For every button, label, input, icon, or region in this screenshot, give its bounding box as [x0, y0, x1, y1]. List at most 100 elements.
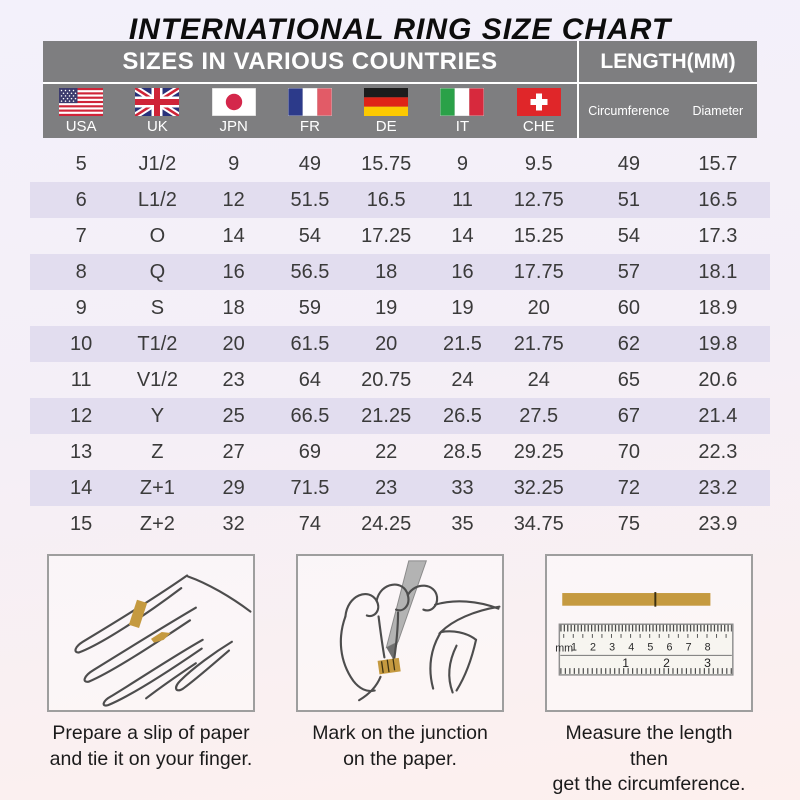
cell-uk: T1/2 — [137, 332, 178, 355]
column-label-de: DE — [375, 118, 397, 135]
column-header-fr: FR — [272, 88, 348, 134]
cell-diameter: 22.3 — [698, 440, 738, 463]
cell-fr: 69 — [298, 440, 322, 463]
table-body: 5 J1/2 9 49 15.75 9 9.5 49 15.7 6 L1/2 12 51.5 16.5 11… — [30, 146, 770, 542]
cell-it: 14 — [451, 224, 474, 247]
cell-diameter: 18.9 — [698, 296, 738, 319]
cell-fr: 64 — [298, 368, 322, 391]
cell-che: 29.25 — [513, 440, 564, 463]
instruction-caption-2: Mark on the junction on the paper. — [296, 721, 504, 772]
cell-de: 19 — [375, 296, 398, 319]
column-label-usa: USA — [65, 118, 97, 135]
cell-jpn: 12 — [222, 188, 245, 211]
cell-uk: Y — [150, 404, 165, 427]
table-row: 10 T1/2 20 61.5 20 21.5 21.75 62 19.8 — [30, 326, 770, 362]
cell-diameter: 19.8 — [698, 332, 738, 355]
cell-it: 19 — [451, 296, 474, 319]
cell-usa: 8 — [75, 260, 87, 283]
switzerland-flag-icon — [516, 88, 561, 116]
table-row: 11 V1/2 23 64 20.75 24 24 65 20.6 — [30, 362, 770, 398]
ruler-cm-number: 3 — [609, 642, 615, 654]
italy-flag-icon — [440, 88, 485, 116]
cell-fr: 49 — [298, 152, 322, 175]
cell-jpn: 16 — [222, 260, 245, 283]
cell-diameter: 18.1 — [698, 260, 738, 283]
cell-it: 21.5 — [442, 332, 482, 355]
column-label-uk: UK — [146, 118, 168, 135]
cell-diameter: 23.2 — [698, 476, 738, 499]
ring-size-table: SIZES IN VARIOUS COUNTRIES LENGTH(MM) — [30, 41, 770, 542]
germany-flag-icon — [364, 88, 409, 116]
cell-fr: 71.5 — [290, 476, 330, 499]
cell-diameter: 20.6 — [698, 368, 738, 391]
cell-uk: Q — [149, 260, 166, 283]
cell-che: 9.5 — [524, 152, 553, 175]
cell-jpn: 32 — [222, 512, 245, 535]
cell-uk: Z+1 — [139, 476, 175, 499]
cell-che: 32.25 — [513, 476, 564, 499]
cell-de: 18 — [375, 260, 398, 283]
countries-group-header: SIZES IN VARIOUS COUNTRIES — [43, 41, 577, 84]
cell-circumference: 57 — [617, 260, 640, 283]
hand-with-paper-strip-illustration — [47, 554, 255, 712]
table-row: 8 Q 16 56.5 18 16 17.75 57 18.1 — [30, 254, 770, 290]
cell-fr: 74 — [298, 512, 322, 535]
cell-jpn: 25 — [222, 404, 245, 427]
japan-flag-icon — [211, 88, 256, 116]
cell-it: 9 — [456, 152, 469, 175]
cell-fr: 61.5 — [290, 332, 330, 355]
table-row: 13 Z 27 69 22 28.5 29.25 70 22.3 — [30, 434, 770, 470]
cell-fr: 56.5 — [290, 260, 330, 283]
instruction-caption-3: Measure the length then get the circumfe… — [545, 721, 753, 798]
cell-circumference: 60 — [617, 296, 640, 319]
cell-uk: L1/2 — [137, 188, 177, 211]
cell-jpn: 23 — [222, 368, 245, 391]
cell-circumference: 62 — [617, 332, 640, 355]
column-label-jpn: JPN — [219, 118, 248, 135]
caption-line: Measure the length then — [565, 722, 733, 770]
cell-che: 20 — [527, 296, 550, 319]
uk-flag-icon — [135, 88, 180, 116]
cell-it: 28.5 — [442, 440, 482, 463]
cell-it: 26.5 — [442, 404, 482, 427]
column-label-circumference: Circumference — [588, 104, 670, 118]
cell-che: 27.5 — [519, 404, 559, 427]
table-row: 15 Z+2 32 74 24.25 35 34.75 75 23.9 — [30, 506, 770, 542]
caption-line: and tie it on your finger. — [49, 747, 253, 770]
cell-usa: 9 — [75, 296, 87, 319]
cell-jpn: 14 — [222, 224, 245, 247]
cell-fr: 54 — [298, 224, 322, 247]
column-label-it: IT — [455, 118, 470, 135]
cell-de: 24.25 — [361, 512, 412, 535]
column-label-che: CHE — [522, 118, 555, 135]
cell-diameter: 15.7 — [698, 152, 738, 175]
cell-usa: 10 — [70, 332, 93, 355]
instructions-section: Prepare a slip of paper and tie it on yo… — [30, 554, 770, 798]
pen-icon — [385, 560, 428, 649]
cell-diameter: 17.3 — [698, 224, 738, 247]
ruler-unit-label: mm — [555, 643, 573, 655]
column-header-che: CHE — [501, 88, 577, 134]
cell-che: 17.75 — [513, 260, 564, 283]
column-header-uk: UK — [119, 88, 195, 134]
instruction-step-1: Prepare a slip of paper and tie it on yo… — [47, 554, 255, 798]
cell-usa: 13 — [70, 440, 93, 463]
caption-line: get the circumference. — [552, 773, 746, 796]
cell-circumference: 70 — [617, 440, 640, 463]
length-group-header: LENGTH(MM) — [579, 41, 757, 84]
ruler-inch-number: 1 — [622, 656, 629, 670]
cell-che: 24 — [527, 368, 550, 391]
caption-line: Mark on the junction — [312, 722, 488, 744]
column-label-diameter: Diameter — [692, 104, 744, 118]
cell-it: 35 — [451, 512, 474, 535]
instruction-step-2: Mark on the junction on the paper. — [296, 554, 504, 798]
cell-uk: Z — [151, 440, 164, 463]
ruler-inch-number: 3 — [704, 656, 711, 670]
cell-circumference: 67 — [617, 404, 640, 427]
table-row: 5 J1/2 9 49 15.75 9 9.5 49 15.7 — [30, 146, 770, 182]
cell-de: 16.5 — [366, 188, 406, 211]
cell-uk: J1/2 — [138, 152, 177, 175]
column-header-de: DE — [348, 88, 424, 134]
cell-circumference: 72 — [617, 476, 640, 499]
ruler-cm-number: 6 — [666, 642, 672, 654]
